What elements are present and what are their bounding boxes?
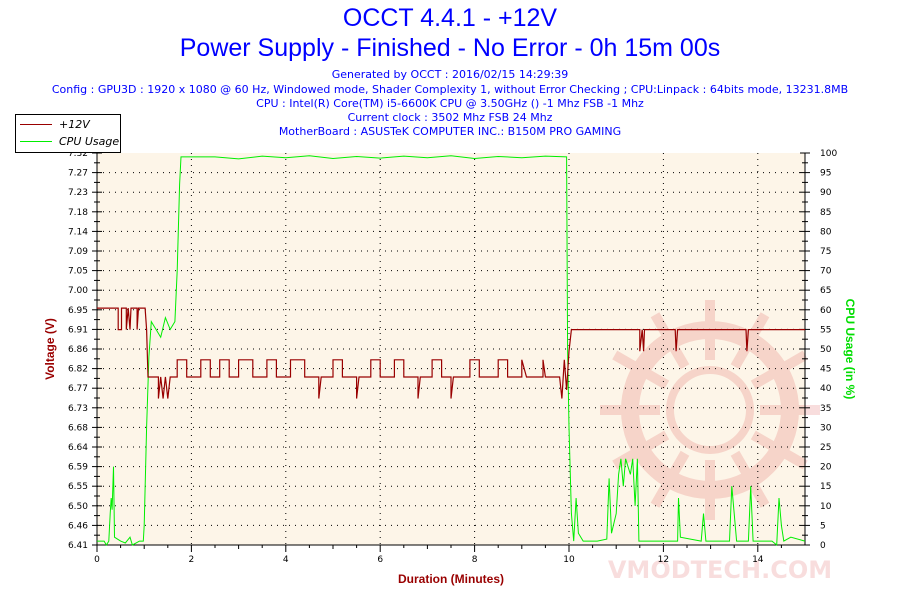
y2-tick-label: 10: [820, 502, 832, 512]
y2-tick-label: 45: [820, 365, 831, 375]
clock-text: Current clock : 3502 Mhz FSB 24 Mhz: [347, 111, 553, 124]
y-tick-label: 7.14: [68, 227, 88, 237]
cpu-text: CPU : Intel(R) Core(TM) i5-6600K CPU @ 3…: [256, 97, 644, 110]
y2-tick-label: 100: [820, 149, 837, 159]
y-tick-label: 6.68: [68, 423, 88, 433]
x-tick-label: 10: [563, 555, 575, 565]
watermark-spoke: [650, 312, 690, 370]
y2-tick-label: 0: [820, 541, 826, 551]
x-tick-label: 14: [752, 555, 764, 565]
watermark-spoke: [612, 430, 670, 470]
motherboard-text: MotherBoard : ASUSTeK COMPUTER INC.: B15…: [278, 125, 622, 138]
y2-tick-label: 50: [820, 345, 832, 355]
y2-tick-label: 65: [820, 286, 831, 296]
x-tick-label: 8: [472, 555, 478, 565]
watermark-spoke: [750, 350, 808, 390]
y2-tick-label: 75: [820, 247, 831, 257]
series-cpu-usage: [97, 155, 806, 547]
watermark-spoke: [612, 350, 670, 390]
chart-title: OCCT 4.4.1 - +12V: [342, 4, 558, 32]
y2-tick-label: 25: [820, 443, 831, 453]
x-tick-label: 2: [189, 555, 195, 565]
y-tick-label: 6.41: [68, 541, 88, 551]
y-tick-label: 6.50: [68, 502, 88, 512]
y-tick-label: 6.59: [68, 463, 88, 473]
watermark-spoke: [650, 450, 690, 508]
y-tick-label: 7.09: [68, 247, 88, 257]
y-tick-label: 6.95: [68, 306, 88, 316]
y2-tick-label: 60: [820, 306, 832, 316]
y-tick-label: 6.55: [68, 482, 88, 492]
y2-axis-label: CPU Usage (in %): [843, 299, 857, 400]
y2-tick-label: 70: [820, 267, 832, 277]
x-tick-label: 6: [377, 555, 383, 565]
legend: +12V CPU Usage: [15, 114, 121, 153]
legend-swatch: [20, 140, 52, 142]
y2-tick-label: 20: [820, 463, 832, 473]
legend-label: CPU Usage: [59, 134, 120, 148]
chart-subtitle: Power Supply - Finished - No Error - 0h …: [179, 34, 721, 62]
y2-tick-label: 95: [820, 169, 831, 179]
y-tick-label: 6.64: [68, 443, 88, 453]
config-text: Config : GPU3D : 1920 x 1080 @ 60 Hz, Wi…: [51, 83, 849, 96]
y-tick-label: 7.23: [68, 188, 88, 198]
y2-tick-label: 80: [820, 227, 832, 237]
series-12v: [97, 307, 805, 399]
y-tick-label: 6.73: [68, 404, 88, 414]
legend-item-12v: +12V: [16, 117, 90, 131]
y-tick-label: 6.91: [68, 325, 88, 335]
y2-tick-label: 55: [820, 325, 831, 335]
y2-tick-label: 30: [820, 423, 832, 433]
legend-item-cpu-usage: CPU Usage: [16, 134, 119, 148]
y-tick-label: 7.32: [68, 149, 88, 159]
legend-label: +12V: [59, 117, 90, 131]
y-tick-label: 6.77: [68, 384, 88, 394]
y-tick-label: 6.46: [68, 521, 88, 531]
y2-tick-label: 15: [820, 482, 831, 492]
watermark-spoke: [750, 430, 808, 470]
watermark-text: VMODTECH.COM: [608, 556, 832, 584]
y2-tick-label: 85: [820, 208, 831, 218]
x-tick-label: 4: [283, 555, 289, 565]
x-tick-label: 12: [658, 555, 669, 565]
watermark-spoke: [730, 312, 770, 370]
watermark-spoke: [730, 450, 770, 508]
y-axis-label: Voltage (V): [43, 318, 57, 380]
legend-swatch: [20, 123, 52, 125]
y-tick-label: 7.18: [68, 208, 88, 218]
y2-tick-label: 90: [820, 188, 832, 198]
y-tick-label: 7.05: [68, 267, 88, 277]
y-tick-label: 7.00: [68, 286, 88, 296]
y-tick-label: 6.86: [68, 345, 88, 355]
generated-text: Generated by OCCT : 2016/02/15 14:29:39: [331, 68, 569, 81]
y-tick-label: 6.82: [68, 365, 88, 375]
x-axis-label: Duration (Minutes): [398, 572, 504, 586]
x-tick-label: 0: [94, 555, 100, 565]
y2-tick-label: 40: [820, 384, 832, 394]
y2-tick-label: 35: [820, 404, 831, 414]
y-tick-label: 7.27: [68, 169, 88, 179]
y2-tick-label: 5: [820, 521, 826, 531]
